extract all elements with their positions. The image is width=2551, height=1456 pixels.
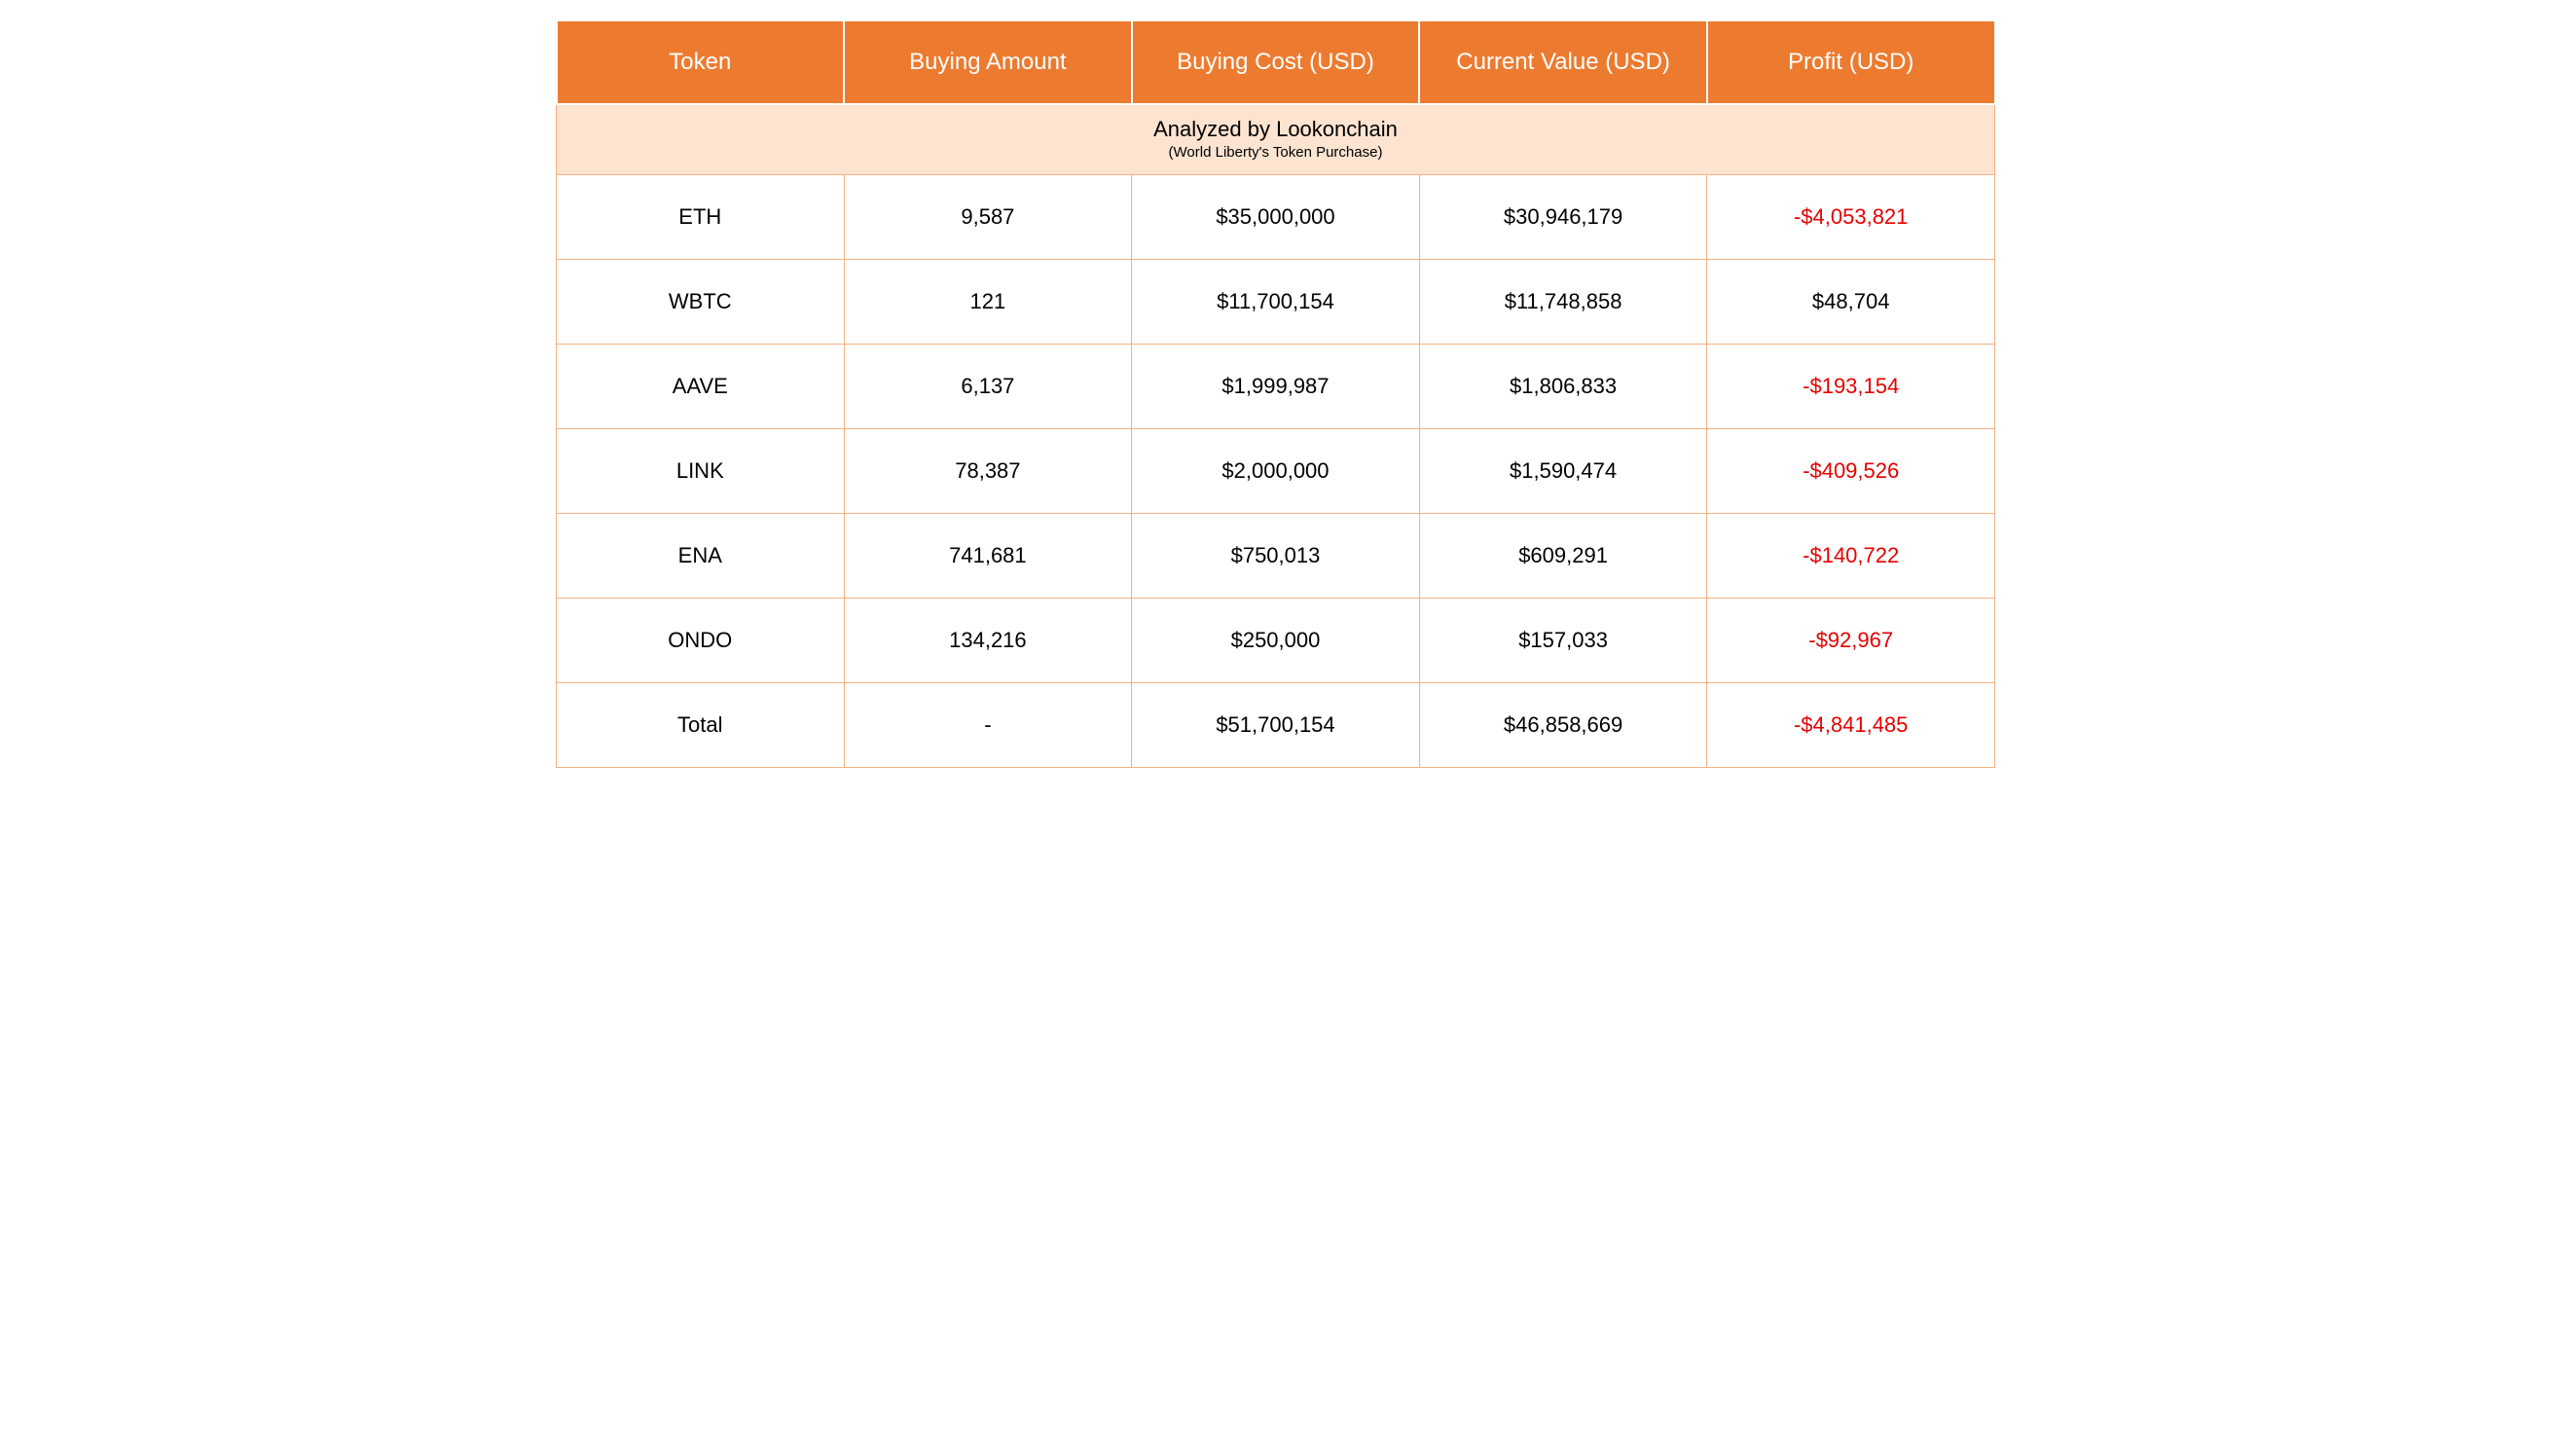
cell-profit: -$140,722 [1707,514,1995,599]
col-cost: Buying Cost (USD) [1132,20,1420,104]
col-token: Token [557,20,845,104]
subheader-caption: (World Liberty's Token Purchase) [565,144,1986,161]
cell-amount: 9,587 [844,175,1132,260]
cell-cost: $51,700,154 [1132,683,1420,768]
cell-cost: $11,700,154 [1132,260,1420,345]
cell-token: WBTC [557,260,845,345]
cell-profit: -$4,841,485 [1707,683,1995,768]
cell-profit: -$409,526 [1707,429,1995,514]
col-amount: Buying Amount [844,20,1132,104]
cell-token: Total [557,683,845,768]
table-body: ETH 9,587 $35,000,000 $30,946,179 -$4,05… [557,175,1995,768]
subheader-title: Analyzed by Lookonchain [565,117,1986,142]
cell-token: ETH [557,175,845,260]
subheader-cell: Analyzed by Lookonchain (World Liberty's… [557,104,1995,175]
cell-token: ONDO [557,599,845,683]
subheader-row: Analyzed by Lookonchain (World Liberty's… [557,104,1995,175]
cell-amount: 121 [844,260,1132,345]
cell-profit: -$4,053,821 [1707,175,1995,260]
cell-cost: $750,013 [1132,514,1420,599]
col-value: Current Value (USD) [1419,20,1707,104]
cell-cost: $35,000,000 [1132,175,1420,260]
table-row: LINK 78,387 $2,000,000 $1,590,474 -$409,… [557,429,1995,514]
table-row: AAVE 6,137 $1,999,987 $1,806,833 -$193,1… [557,345,1995,429]
table-row-total: Total - $51,700,154 $46,858,669 -$4,841,… [557,683,1995,768]
cell-amount: 6,137 [844,345,1132,429]
cell-cost: $250,000 [1132,599,1420,683]
cell-value: $609,291 [1419,514,1707,599]
cell-profit: $48,704 [1707,260,1995,345]
cell-value: $1,806,833 [1419,345,1707,429]
cell-token: ENA [557,514,845,599]
cell-value: $30,946,179 [1419,175,1707,260]
data-table: Token Buying Amount Buying Cost (USD) Cu… [556,19,1996,768]
table-row: ENA 741,681 $750,013 $609,291 -$140,722 [557,514,1995,599]
cell-value: $157,033 [1419,599,1707,683]
table-row: ONDO 134,216 $250,000 $157,033 -$92,967 [557,599,1995,683]
cell-cost: $2,000,000 [1132,429,1420,514]
cell-cost: $1,999,987 [1132,345,1420,429]
table-row: ETH 9,587 $35,000,000 $30,946,179 -$4,05… [557,175,1995,260]
cell-amount: 78,387 [844,429,1132,514]
cell-profit: -$92,967 [1707,599,1995,683]
cell-amount: - [844,683,1132,768]
header-row: Token Buying Amount Buying Cost (USD) Cu… [557,20,1995,104]
cell-value: $46,858,669 [1419,683,1707,768]
cell-token: AAVE [557,345,845,429]
cell-token: LINK [557,429,845,514]
cell-profit: -$193,154 [1707,345,1995,429]
table-row: WBTC 121 $11,700,154 $11,748,858 $48,704 [557,260,1995,345]
col-profit: Profit (USD) [1707,20,1995,104]
cell-amount: 741,681 [844,514,1132,599]
cell-amount: 134,216 [844,599,1132,683]
cell-value: $1,590,474 [1419,429,1707,514]
token-purchase-table: Token Buying Amount Buying Cost (USD) Cu… [556,19,1996,768]
cell-value: $11,748,858 [1419,260,1707,345]
